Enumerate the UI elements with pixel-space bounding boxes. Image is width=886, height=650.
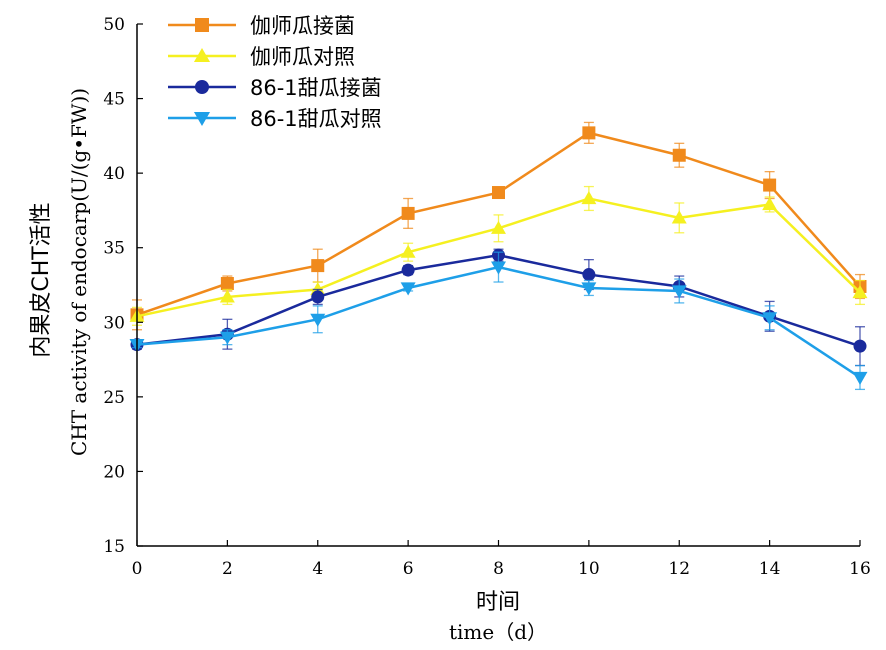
data-point bbox=[671, 285, 687, 299]
data-point bbox=[852, 371, 868, 385]
data-point bbox=[401, 206, 415, 220]
y-tick-label: 30 bbox=[103, 313, 125, 333]
legend-label: 伽师瓜对照 bbox=[250, 45, 355, 69]
legend-label: 86-1甜瓜接菌 bbox=[250, 76, 382, 100]
data-point bbox=[853, 339, 867, 353]
data-point bbox=[219, 289, 235, 303]
series-0 bbox=[130, 121, 867, 331]
series-3 bbox=[129, 251, 868, 391]
legend-label: 伽师瓜接菌 bbox=[250, 14, 355, 38]
data-point bbox=[491, 220, 506, 234]
data-point bbox=[220, 277, 234, 291]
legend-marker bbox=[193, 47, 211, 63]
x-tick-label: 8 bbox=[493, 559, 504, 579]
x-tick-label: 16 bbox=[849, 559, 871, 579]
y-axis-title: 内果皮CHT活性 bbox=[29, 202, 54, 357]
legend-label: 86-1甜瓜对照 bbox=[250, 107, 382, 131]
data-point bbox=[492, 186, 505, 200]
legend-marker bbox=[195, 18, 209, 32]
data-point bbox=[581, 282, 597, 296]
legend-entry-0: 伽师瓜接菌 bbox=[168, 14, 355, 38]
data-point bbox=[762, 312, 778, 326]
y-tick-label: 45 bbox=[103, 90, 125, 110]
x-tick-label: 10 bbox=[578, 559, 600, 579]
y-tick-label: 35 bbox=[103, 239, 125, 259]
x-axis-title-en: time（d） bbox=[449, 620, 547, 644]
data-point bbox=[672, 148, 686, 162]
data-point bbox=[763, 178, 777, 192]
x-tick-label: 12 bbox=[668, 559, 690, 579]
data-point bbox=[852, 284, 868, 299]
data-point bbox=[310, 313, 326, 327]
x-axis-title: 时间 bbox=[476, 590, 520, 615]
data-point bbox=[219, 331, 235, 345]
y-tick-label: 25 bbox=[103, 388, 125, 408]
data-point bbox=[762, 196, 778, 211]
data-point bbox=[671, 210, 687, 224]
y-axis-title-en: CHT activity of endocarp(U/(g•FW)) bbox=[67, 88, 91, 456]
legend-entry-3: 86-1甜瓜对照 bbox=[168, 107, 382, 131]
data-point bbox=[582, 126, 596, 140]
legend-marker bbox=[193, 111, 211, 127]
legend-marker bbox=[195, 80, 209, 94]
axes: 0 2 4 6 8 10 12 14 16 15 20 25 30 35 40 45 50 bbox=[103, 15, 870, 579]
x-tick-label: 4 bbox=[312, 559, 323, 579]
y-tick-label: 15 bbox=[103, 537, 125, 557]
x-tick-label: 14 bbox=[759, 559, 781, 579]
series-1 bbox=[129, 185, 868, 326]
x-tick-label: 0 bbox=[132, 559, 143, 579]
data-point bbox=[400, 244, 416, 258]
y-tick-label: 20 bbox=[103, 462, 125, 482]
y-tick-label: 40 bbox=[103, 164, 125, 184]
data-point bbox=[400, 282, 416, 296]
data-point bbox=[401, 263, 415, 277]
y-tick-label: 50 bbox=[103, 15, 125, 35]
legend-entry-1: 伽师瓜对照 bbox=[168, 45, 355, 69]
x-tick-label: 6 bbox=[403, 559, 414, 579]
data-point bbox=[582, 268, 596, 282]
plot-area bbox=[129, 121, 868, 391]
data-point bbox=[581, 191, 597, 205]
data-point bbox=[311, 290, 325, 304]
data-point bbox=[491, 261, 506, 275]
legend-entry-2: 86-1甜瓜接菌 bbox=[168, 76, 382, 100]
series-line bbox=[136, 265, 861, 379]
x-tick-label: 2 bbox=[222, 559, 233, 579]
data-point bbox=[311, 259, 325, 273]
